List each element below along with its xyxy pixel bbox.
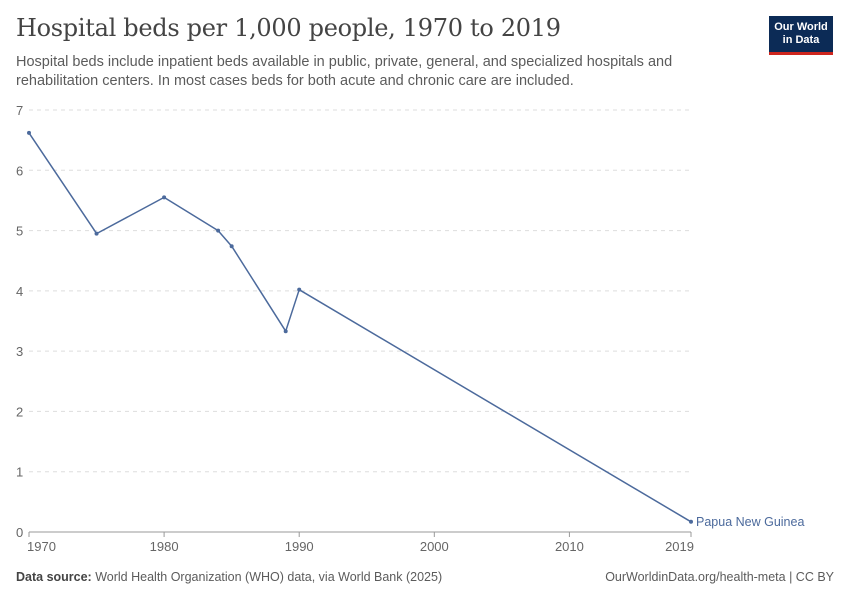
data-point [689,519,693,524]
data-point [94,231,99,236]
x-tick-label: 2000 [420,539,449,554]
y-tick-label: 2 [16,404,23,419]
data-point [216,228,221,233]
owid-logo[interactable]: Our World in Data [769,16,833,55]
series-labels: Papua New Guinea [696,515,804,529]
chart-title: Hospital beds per 1,000 people, 1970 to … [16,14,561,42]
y-tick-label: 7 [16,103,23,118]
data-source-text: World Health Organization (WHO) data, vi… [95,570,443,584]
y-tick-label: 1 [16,465,23,480]
y-tick-label: 6 [16,163,23,178]
x-tick-label: 2019 [665,539,694,554]
data-point [229,244,234,249]
data-source-label: Data source: [16,570,92,584]
series-label: Papua New Guinea [696,515,804,529]
series-lines [27,130,693,524]
x-tick-label: 1980 [150,539,179,554]
data-point [283,329,288,334]
logo-line-2: in Data [782,34,820,46]
license-link[interactable]: OurWorldinData.org/health-meta | CC BY [605,570,834,584]
data-source: Data source: World Health Organization (… [16,570,442,584]
grid-lines [29,109,691,533]
x-tick-label: 1970 [27,539,56,554]
y-tick-label: 3 [16,344,23,359]
data-point [162,195,167,200]
x-axis-ticks: 1970 1980 1990 2000 2010 2019 [27,532,694,554]
logo-line-1: Our World [774,21,828,33]
y-tick-label: 5 [16,224,23,239]
y-axis-ticks: 0 1 2 3 4 5 6 7 [16,103,23,540]
data-point [27,130,31,135]
x-tick-label: 1990 [285,539,314,554]
data-point [297,287,302,292]
y-tick-label: 4 [16,284,23,299]
y-tick-label: 0 [16,525,23,540]
chart-subtitle: Hospital beds include inpatient beds ava… [16,54,673,89]
x-tick-label: 2010 [555,539,584,554]
series-line [28,132,692,523]
